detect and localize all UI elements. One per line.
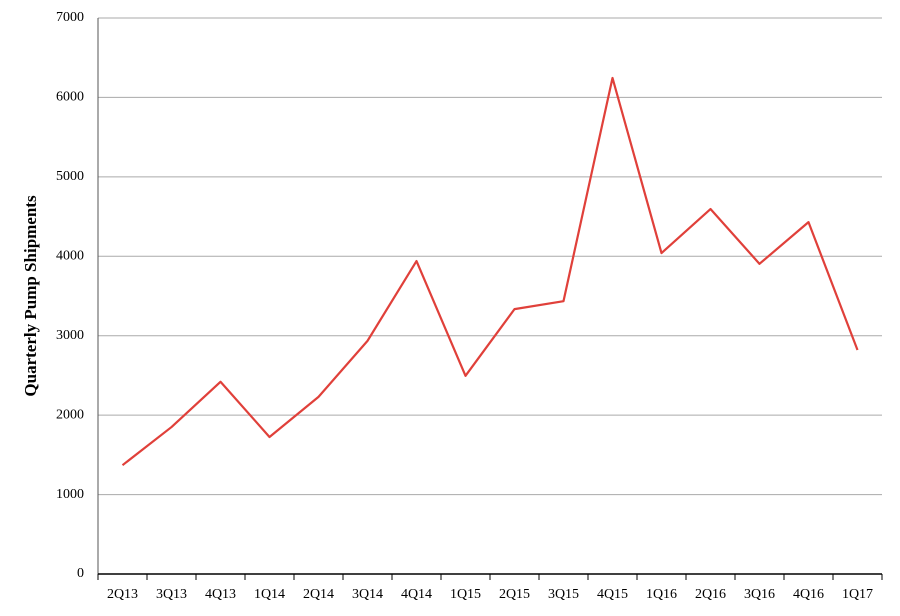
data-line (121, 76, 859, 467)
x-tick-label: 3Q15 (548, 587, 579, 602)
x-tick-label: 1Q15 (450, 587, 481, 602)
y-tick-label: 4000 (56, 249, 84, 264)
y-tick-label: 6000 (56, 90, 84, 105)
x-tick-label: 1Q14 (254, 587, 285, 602)
x-tick-label: 4Q16 (793, 587, 824, 602)
x-tick-label: 1Q17 (842, 587, 873, 602)
x-tick-label: 2Q16 (695, 587, 726, 602)
x-tick-label: 3Q14 (352, 587, 383, 602)
y-tick-label: 1000 (56, 487, 84, 502)
y-tick-label: 7000 (56, 10, 84, 25)
x-tick-label: 2Q13 (107, 587, 138, 602)
y-tick-label: 3000 (56, 328, 84, 343)
x-tick-label: 2Q14 (303, 587, 334, 602)
x-tick-label: 2Q15 (499, 587, 530, 602)
y-tick-label: 5000 (56, 169, 84, 184)
x-tick-label: 4Q15 (597, 587, 628, 602)
x-tick-label: 4Q14 (401, 587, 432, 602)
y-axis-label: Quarterly Pump Shipments (21, 195, 40, 397)
x-tick-label: 4Q13 (205, 587, 236, 602)
y-tick-label: 2000 (56, 407, 84, 422)
x-tick-label: 3Q13 (156, 587, 187, 602)
y-tick-label: 0 (77, 566, 84, 581)
x-tick-label: 1Q16 (646, 587, 677, 602)
x-tick-label: 3Q16 (744, 587, 775, 602)
